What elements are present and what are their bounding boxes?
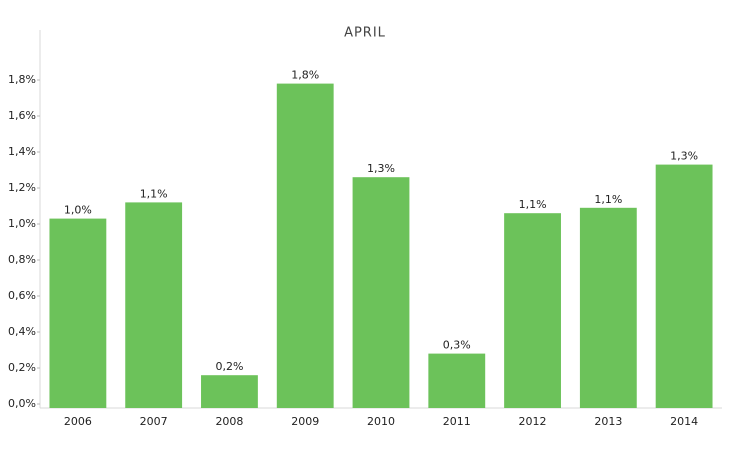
y-tick-label: 1,6%: [8, 109, 36, 122]
bar: [579, 207, 637, 408]
x-tick-label: 2008: [215, 415, 243, 428]
x-tick-label: 2013: [594, 415, 622, 428]
bar: [504, 213, 561, 408]
x-tick-label: 2011: [443, 415, 471, 428]
y-tick-label: 1,4%: [8, 145, 36, 158]
value-label: 1,1%: [519, 198, 547, 211]
value-label: 1,3%: [670, 150, 698, 163]
bar: [428, 353, 486, 408]
value-label: 1,3%: [367, 162, 395, 175]
bar: [49, 218, 107, 408]
bar: [125, 202, 183, 408]
bar: [276, 83, 334, 408]
value-label: 0,2%: [215, 360, 243, 373]
y-tick-label: 1,0%: [8, 217, 36, 230]
y-tick-label: 0,4%: [8, 325, 36, 338]
bar: [655, 164, 713, 408]
y-tick-label: 1,2%: [8, 181, 36, 194]
x-tick-label: 2012: [519, 415, 547, 428]
value-label: 0,3%: [443, 339, 471, 352]
x-tick-label: 2007: [140, 415, 168, 428]
y-tick-label: 1,8%: [8, 73, 36, 86]
value-label: 1,1%: [594, 193, 622, 206]
x-tick-label: 2009: [291, 415, 319, 428]
y-tick-label: 0,2%: [8, 361, 36, 374]
value-label: 1,0%: [64, 204, 92, 217]
y-tick-label: 0,8%: [8, 253, 36, 266]
x-tick-label: 2010: [367, 415, 395, 428]
value-label: 1,1%: [140, 187, 168, 200]
x-tick-label: 2006: [64, 415, 92, 428]
bar: [201, 375, 258, 408]
bar: [352, 177, 410, 408]
chart-title: APRIL: [344, 26, 386, 41]
y-tick-label: 0,0%: [8, 397, 36, 410]
value-label: 1,8%: [291, 69, 319, 82]
y-tick-label: 0,6%: [8, 289, 36, 302]
x-tick-label: 2014: [670, 415, 698, 428]
